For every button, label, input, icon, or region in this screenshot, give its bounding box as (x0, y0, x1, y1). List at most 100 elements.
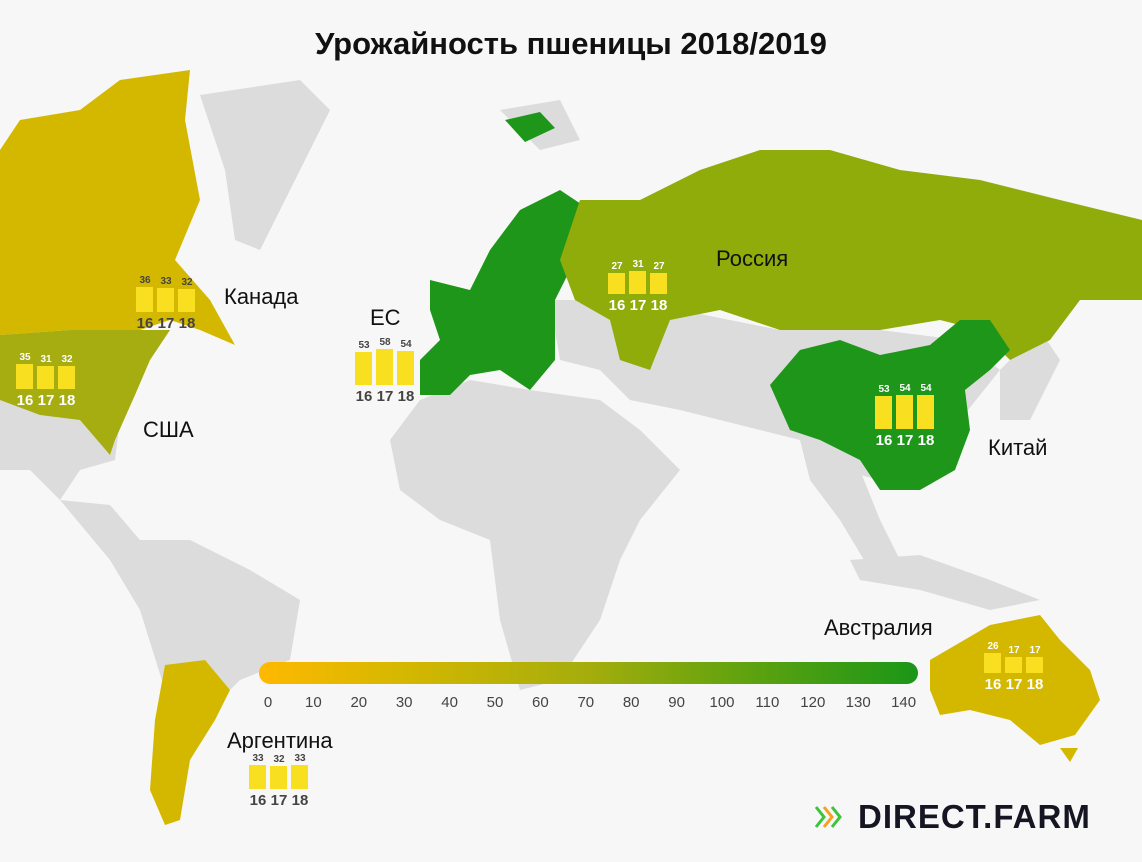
bar-value-label: 33 (294, 753, 306, 765)
region-australia (930, 615, 1100, 745)
scale-tick-label: 0 (263, 694, 273, 711)
region-label-usa: США (143, 417, 194, 442)
region-usa (0, 330, 170, 455)
year-label: 16 (875, 432, 893, 449)
year-label: 17 (157, 315, 175, 332)
region-label-eu: ЕС (370, 305, 401, 330)
year-label: 16 (136, 315, 154, 332)
scale-tick-label: 10 (305, 694, 322, 711)
logo: DIRECT.FARM (812, 798, 1091, 836)
bar (608, 273, 625, 294)
bar-value-label: 36 (139, 274, 151, 286)
scale-tick-label: 80 (622, 694, 640, 711)
bar-value-label: 27 (653, 261, 665, 273)
region-argentina (150, 660, 230, 825)
region-russia (560, 150, 1142, 370)
bar (376, 349, 393, 385)
year-label: 16 (249, 792, 267, 809)
bar-value-label: 58 (379, 337, 391, 349)
year-label: 17 (1005, 676, 1023, 693)
logo-text: DIRECT.FARM (858, 798, 1091, 835)
bar (355, 351, 372, 385)
bar-value-label: 54 (899, 383, 911, 395)
bar (270, 765, 287, 789)
year-label: 18 (291, 792, 309, 809)
bar-value-label: 31 (40, 354, 52, 366)
bar-group-argentina: 33 16 32 17 33 18 (249, 741, 311, 811)
scale-tick-label: 60 (532, 694, 549, 711)
bar-value-label: 31 (632, 259, 644, 271)
year-label: 17 (37, 392, 55, 409)
bar-value-label: 54 (400, 339, 412, 351)
bar-group-china: 53 16 54 17 54 18 (875, 381, 937, 451)
year-label: 17 (896, 432, 914, 449)
region-label-russia: Россия (716, 246, 789, 271)
color-scale-bar (259, 662, 918, 684)
scale-tick-label: 20 (350, 694, 368, 711)
chart-title: Урожайность пшеницы 2018/2019 (315, 26, 827, 61)
bar (629, 271, 646, 294)
scale-tick-label: 100 (709, 694, 735, 711)
year-label: 18 (650, 297, 668, 314)
scale-tick-label: 30 (395, 694, 413, 711)
year-label: 16 (984, 676, 1002, 693)
scale-tick-label: 50 (486, 694, 504, 711)
bar-value-label: 17 (1008, 644, 1020, 656)
bar (984, 652, 1001, 673)
bar (249, 765, 266, 789)
bar-group-canada: 36 16 33 17 32 18 (136, 264, 198, 334)
bar-value-label: 33 (252, 753, 264, 765)
region-label-china: Китай (988, 435, 1048, 460)
bar-value-label: 17 (1029, 644, 1041, 656)
bar-value-label: 53 (358, 339, 370, 351)
region-tasmania (1060, 748, 1078, 762)
year-label: 16 (16, 392, 34, 409)
year-label: 17 (629, 297, 647, 314)
year-label: 17 (376, 388, 394, 405)
year-label: 16 (608, 297, 626, 314)
year-label: 16 (355, 388, 373, 405)
bar-group-russia: 27 16 31 17 27 18 (608, 246, 670, 316)
scale-tick-label: 70 (577, 694, 595, 711)
scale-tick-label: 90 (668, 694, 685, 711)
scale-tick-label: 110 (755, 694, 780, 711)
region-eu (420, 190, 590, 395)
bar (178, 288, 195, 312)
region-label-australia: Австралия (824, 615, 933, 640)
bar (16, 364, 33, 389)
bar (157, 288, 174, 312)
year-label: 18 (397, 388, 415, 405)
bar (875, 395, 892, 429)
bar (1005, 656, 1022, 673)
bar-group-eu: 53 16 58 17 54 18 (355, 337, 417, 407)
bar-value-label: 54 (920, 383, 932, 395)
bar-value-label: 32 (273, 753, 285, 765)
bar-value-label: 35 (19, 352, 31, 364)
year-label: 17 (270, 792, 288, 809)
bar-group-usa: 35 16 31 17 32 18 (16, 341, 78, 411)
bar-value-label: 32 (181, 276, 193, 288)
bar (896, 395, 913, 429)
bar-value-label: 33 (160, 276, 172, 288)
bar-value-label: 32 (61, 353, 73, 365)
region-iceland (505, 112, 555, 142)
region-label-argentina: Аргентина (227, 728, 333, 753)
scale-tick-label: 40 (441, 694, 458, 711)
bar (397, 351, 414, 385)
bar (136, 286, 153, 312)
year-label: 18 (178, 315, 196, 332)
bar (291, 765, 308, 789)
year-label: 18 (917, 432, 935, 449)
bar-value-label: 53 (878, 383, 890, 395)
scale-tick-label: 120 (800, 694, 826, 711)
bar-value-label: 27 (611, 261, 623, 273)
bar-group-australia: 26 16 17 17 17 18 (984, 625, 1046, 695)
scale-tick-label: 130 (845, 694, 871, 711)
bar-value-label: 26 (987, 640, 999, 652)
bar (917, 395, 934, 429)
chevrons-right-icon (814, 806, 842, 828)
bar (1026, 656, 1043, 673)
year-label: 18 (58, 392, 76, 409)
year-label: 18 (1026, 676, 1044, 693)
